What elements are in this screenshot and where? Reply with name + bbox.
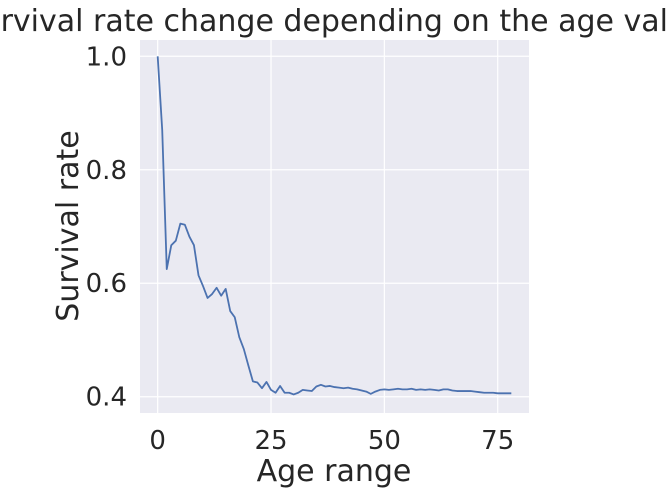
x-tick-label: 75 [481, 426, 514, 456]
y-tick-label: 0.4 [86, 383, 127, 413]
tick-labels: 0 25 50 75 0.4 0.6 0.8 1.0 [86, 42, 515, 456]
x-tick-label: 25 [254, 426, 287, 456]
grid-lines [140, 40, 529, 413]
x-tick-label: 50 [368, 426, 401, 456]
series-layer [156, 56, 512, 396]
y-tick-label: 0.8 [86, 156, 127, 186]
y-axis-label: Survival rate [51, 130, 86, 321]
series-line [156, 56, 512, 396]
chart-title: Survival rate change depending on the ag… [0, 4, 668, 39]
y-tick-label: 1.0 [86, 42, 127, 72]
x-axis-label: Age range [257, 454, 412, 489]
plot-area [140, 40, 529, 413]
y-tick-label: 0.6 [86, 269, 127, 299]
x-tick-label: 0 [149, 426, 166, 456]
